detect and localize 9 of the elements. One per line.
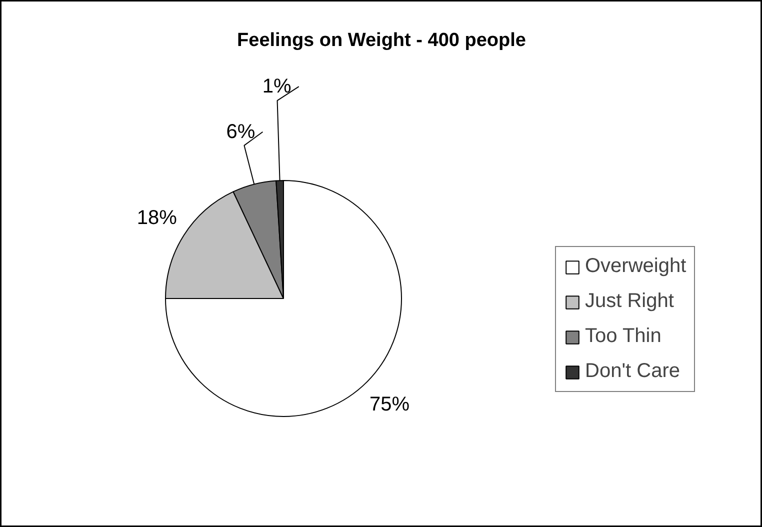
legend-label: Don't Care (585, 360, 680, 383)
legend-label: Just Right (585, 290, 674, 313)
data-label: 18% (136, 207, 178, 230)
data-label: 1% (262, 76, 292, 98)
data-label: 6% (226, 120, 256, 143)
legend-label: Too Thin (585, 325, 662, 348)
data-label: 75% (370, 394, 410, 416)
legend-label: Overweight (585, 255, 686, 278)
chart-title: Feelings on Weight - 400 people (237, 30, 526, 51)
